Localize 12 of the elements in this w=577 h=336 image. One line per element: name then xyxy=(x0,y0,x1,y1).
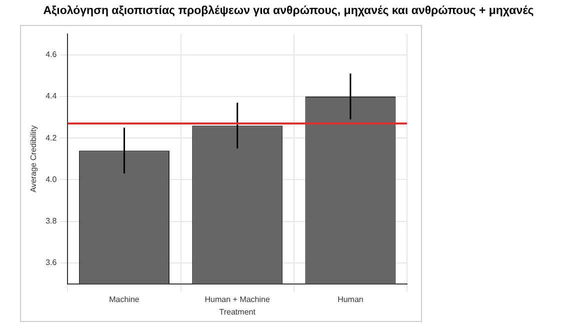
y-tick-label: 4.0 xyxy=(46,174,58,184)
y-tick-label: 4.2 xyxy=(46,133,58,142)
x-axis-title: Treatment xyxy=(219,307,256,316)
chart-title: Αξιολόγηση αξιοπιστίας προβλέψεων για ανθρώπους, μηχανές και ανθρώπους + μηχανές xyxy=(42,5,535,17)
x-tick-label: Human xyxy=(338,294,364,304)
y-tick-label: 3.8 xyxy=(46,216,58,226)
x-tick-label: Machine xyxy=(109,294,140,304)
y-tick-label: 4.6 xyxy=(46,50,58,60)
y-tick-label: 4.4 xyxy=(46,92,58,101)
y-axis-title: Average Credibility xyxy=(29,125,38,192)
x-tick-label: Human + Machine xyxy=(204,294,270,304)
y-tick-label: 3.6 xyxy=(46,258,58,268)
